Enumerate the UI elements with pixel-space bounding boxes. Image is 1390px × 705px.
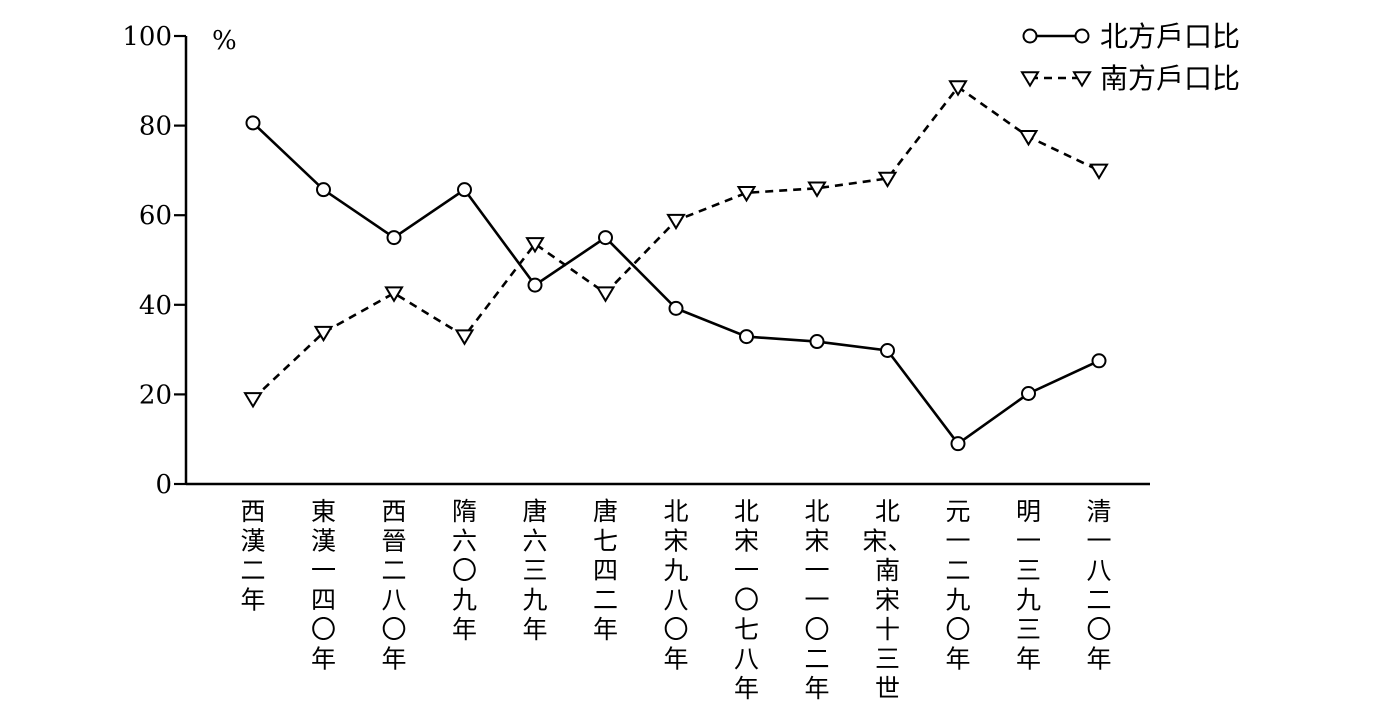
y-tick-label: 80 (139, 112, 172, 142)
legend-item: 南方戶口比 (1020, 62, 1240, 95)
x-category-label: 唐六三九年 (522, 497, 547, 644)
y-axis-unit-label: % (212, 26, 237, 56)
series-line (252, 121, 1100, 446)
data-point-triangle (313, 325, 334, 343)
data-point-circle (527, 277, 543, 293)
data-point-triangle (595, 286, 616, 303)
data-point-circle (1021, 386, 1036, 402)
legend-marker-triangle (1020, 71, 1040, 88)
y-tick-label: 0 (155, 470, 172, 500)
data-point-circle (668, 300, 684, 316)
data-point-triangle (877, 171, 898, 189)
data-point-circle (457, 182, 472, 198)
x-category-label: 清一八二〇年 (1086, 497, 1111, 674)
data-point-triangle (948, 80, 968, 97)
y-tick-label: 100 (122, 22, 172, 52)
legend-label: 南方戶口比 (1100, 62, 1240, 95)
data-point-triangle (454, 329, 475, 346)
data-point-triangle (736, 186, 757, 203)
data-point-circle (598, 230, 613, 246)
data-point-triangle (243, 392, 263, 409)
x-category-labels: 西漢二年 東漢一四〇年 西晉二八〇年 隋六〇九年 唐六三九年 唐七四二年 北宋九八〇年 北宋一… (240, 497, 1111, 705)
y-tick-label: 20 (139, 380, 172, 410)
data-point-triangle (807, 181, 827, 198)
x-category-label: 北宋九八〇年 (663, 497, 688, 674)
legend-label: 北方戶口比 (1100, 20, 1240, 53)
data-point-circle (316, 182, 331, 198)
x-category-label: 東漢一四〇年 (311, 497, 336, 674)
data-point-circle (809, 334, 825, 350)
data-point-triangle (525, 237, 545, 254)
legend-marker-triangle (1072, 71, 1092, 88)
data-point-triangle (1018, 130, 1039, 147)
series-south (243, 80, 1109, 409)
data-point-circle (739, 329, 754, 345)
y-ticks: 0 20 40 60 80 100 (122, 22, 186, 500)
axes: % (184, 26, 1150, 486)
data-point-circle (1091, 353, 1107, 369)
legend-item: 北方戶口比 (1022, 20, 1240, 53)
x-category-label: 北宋、南宋十三世紀 (862, 497, 912, 701)
series-north (245, 115, 1107, 452)
x-category-label: 北宋一〇七八年 (734, 497, 759, 701)
y-tick-label: 60 (139, 201, 172, 231)
x-category-label: 隋六〇九年 (452, 497, 477, 644)
x-category-label: 西漢二年 (240, 497, 265, 615)
data-point-circle (950, 436, 966, 452)
data-point-triangle (384, 286, 404, 303)
x-category-label: 元一二九〇年 (945, 497, 970, 674)
data-point-circle (245, 115, 261, 131)
data-point-circle (386, 230, 402, 246)
x-category-label: 明一三九三年 (1016, 497, 1041, 674)
legend-marker-circle (1022, 28, 1038, 44)
data-point-triangle (666, 213, 686, 231)
series-line (252, 85, 1100, 400)
data-point-circle (880, 342, 895, 358)
series (243, 80, 1109, 452)
data-point-triangle (1089, 163, 1109, 180)
x-category-label: 北宋一一〇二年 (804, 497, 829, 701)
y-tick-label: 40 (139, 291, 172, 321)
x-category-label: 唐七四二年 (593, 497, 618, 644)
x-category-label: 西晉二八〇年 (381, 497, 406, 674)
legend-marker-circle (1074, 28, 1090, 44)
